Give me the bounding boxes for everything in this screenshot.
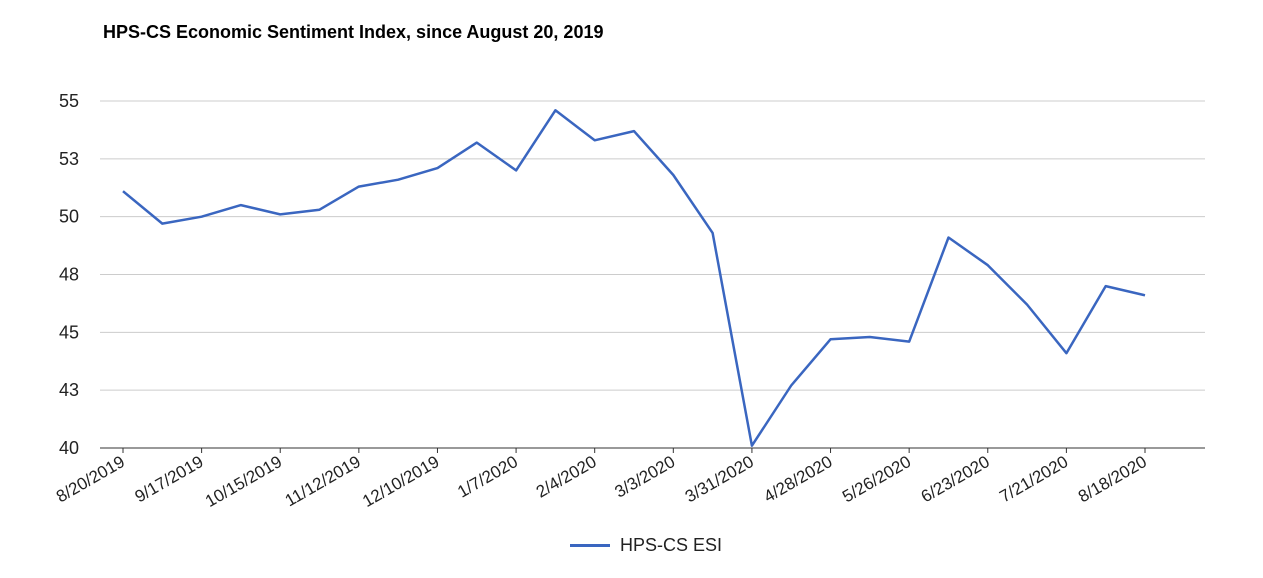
x-tick-label: 1/7/2020	[454, 452, 521, 502]
x-tick-label: 8/18/2020	[1075, 452, 1150, 506]
x-tick-label: 4/28/2020	[761, 452, 836, 506]
legend-label: HPS-CS ESI	[620, 535, 723, 555]
y-axis-ticks: 55 53 50 48 45 43 40	[59, 91, 79, 458]
y-tick-label: 53	[59, 149, 79, 169]
x-tick-label: 3/3/2020	[611, 452, 678, 502]
x-tick-label: 9/17/2019	[132, 452, 207, 506]
y-tick-label: 45	[59, 322, 79, 342]
y-tick-label: 40	[59, 438, 79, 458]
x-tick-label: 11/12/2019	[282, 452, 364, 510]
chart-title: HPS-CS Economic Sentiment Index, since A…	[103, 22, 604, 42]
x-tick-label: 10/15/2019	[202, 452, 285, 511]
y-tick-label: 48	[59, 265, 79, 285]
series-lines	[122, 109, 1146, 447]
grid-lines	[100, 100, 1205, 449]
x-tick-label: 6/23/2020	[918, 452, 993, 506]
x-tick-label: 8/20/2019	[53, 452, 128, 506]
x-tick-label: 5/26/2020	[839, 452, 914, 506]
x-tick-label: 12/10/2019	[359, 452, 442, 511]
x-axis-ticks: 8/20/2019 9/17/201910/15/201911/12/201912…	[53, 448, 1150, 511]
x-tick-label: 7/21/2020	[996, 452, 1071, 506]
y-tick-label: 43	[59, 380, 79, 400]
legend-swatch	[570, 544, 610, 547]
series-line	[122, 109, 1146, 447]
y-tick-label: 50	[59, 207, 79, 227]
line-chart: 55 53 50 48 45 43 40 8/20/2019 9/17/201910/15/2…	[53, 91, 1205, 511]
legend: HPS-CS ESI	[570, 535, 722, 556]
y-tick-label: 55	[59, 91, 79, 111]
x-tick-label: 2/4/2020	[533, 452, 600, 502]
x-tick-label: 3/31/2020	[682, 452, 757, 506]
